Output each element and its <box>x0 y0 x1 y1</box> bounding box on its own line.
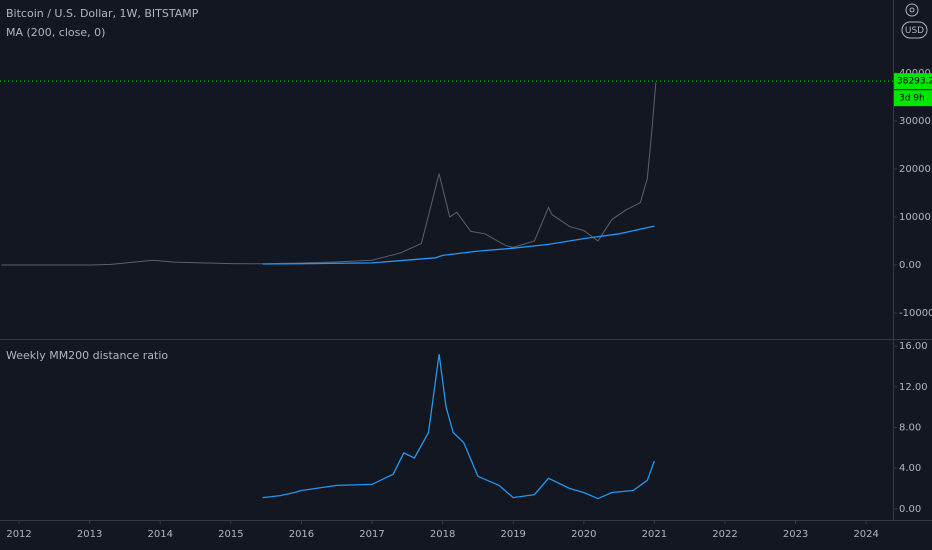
currency-button[interactable] <box>901 21 928 39</box>
x-tick-label: 2022 <box>712 529 737 540</box>
indicator-title: Weekly MM200 distance ratio <box>6 349 168 362</box>
last-price-label: 38293.27 <box>897 77 932 87</box>
series-line <box>262 225 655 265</box>
series-line <box>1 82 657 266</box>
y-tick-label: 0.00 <box>899 260 921 271</box>
y-tick-label: 0.00 <box>899 504 921 515</box>
countdown-label: 3d 9h <box>899 94 925 104</box>
countdown-box <box>894 90 932 107</box>
x-tick-label: 2023 <box>783 529 808 540</box>
x-tick-label: 2016 <box>289 529 314 540</box>
y-tick-label: 16.00 <box>899 341 928 352</box>
y-tick-label: 4.00 <box>899 463 921 474</box>
x-tick-label: 2014 <box>148 529 173 540</box>
x-tick-label: 2024 <box>853 529 878 540</box>
series-line <box>262 354 656 500</box>
x-tick-label: 2012 <box>6 529 31 540</box>
y-tick-label: 10000.00 <box>899 212 932 223</box>
x-tick-label: 2015 <box>218 529 243 540</box>
x-tick-label: 2017 <box>359 529 384 540</box>
last-price-box <box>894 73 932 90</box>
x-tick-label: 2018 <box>430 529 455 540</box>
y-tick-label: -10000.00 <box>899 308 932 319</box>
indicator-legend: MA (200, close, 0) <box>6 26 105 39</box>
x-tick-label: 2020 <box>571 529 596 540</box>
x-tick-label: 2021 <box>642 529 667 540</box>
x-tick-label: 2019 <box>500 529 525 540</box>
y-tick-label: 8.00 <box>899 422 921 433</box>
settings-icon-core <box>909 7 915 13</box>
y-tick-label: 20000.00 <box>899 164 932 175</box>
y-tick-label: 30000.00 <box>899 116 932 127</box>
y-tick-label: 12.00 <box>899 382 928 393</box>
currency-label[interactable]: USD <box>905 26 924 36</box>
settings-icon[interactable] <box>905 3 919 17</box>
chart-title: Bitcoin / U.S. Dollar, 1W, BITSTAMP <box>6 7 199 20</box>
x-tick-label: 2013 <box>77 529 102 540</box>
